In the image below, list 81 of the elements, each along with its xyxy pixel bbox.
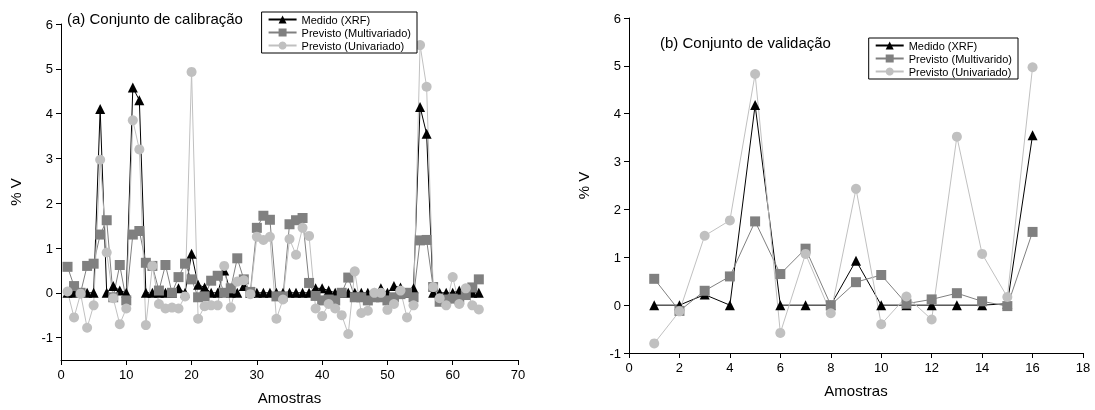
- legend-label: Medido (XRF): [908, 39, 978, 52]
- x-tick-label: 10: [119, 367, 134, 382]
- x-tick-label: 16: [1025, 360, 1040, 375]
- y-tick-label: 3: [613, 154, 621, 170]
- point: [851, 183, 861, 194]
- point: [800, 248, 811, 259]
- point: [724, 300, 735, 311]
- point: [951, 288, 962, 299]
- x-tick-label: 8: [827, 360, 835, 375]
- x-tick-label: 4: [726, 360, 734, 375]
- y-tick-label: -1: [609, 345, 621, 361]
- point: [750, 100, 761, 111]
- x-tick-label: 30: [249, 367, 265, 382]
- point: [951, 300, 962, 311]
- point: [649, 273, 660, 284]
- x-tick-label: 2: [675, 360, 684, 375]
- point: [977, 248, 988, 259]
- x-tick-label: 0: [57, 367, 65, 382]
- chart-title: (a) Conjunto de calibração: [67, 10, 243, 27]
- legend-label: Previsto (Univariado): [301, 39, 405, 52]
- y-axis-title: % V: [575, 171, 592, 200]
- y-tick-label: 6: [613, 10, 621, 26]
- point: [1002, 292, 1013, 302]
- point: [1027, 226, 1038, 237]
- x-tick-label: 14: [974, 360, 990, 375]
- y-axis-title: % V: [7, 178, 24, 206]
- point: [699, 285, 710, 296]
- point: [926, 294, 937, 305]
- point: [851, 255, 861, 266]
- y-tick-label: 0: [613, 297, 621, 313]
- x-axis-title: Amostras: [257, 389, 322, 406]
- x-tick-label: 40: [314, 367, 330, 382]
- text: (b) Conjunto de validação: [660, 34, 831, 51]
- point: [775, 269, 786, 280]
- legend-label: Medido (XRF): [301, 13, 371, 26]
- y-tick-label: 6: [45, 16, 53, 32]
- point: [825, 308, 836, 319]
- point: [977, 296, 988, 307]
- point: [699, 230, 710, 241]
- point: [775, 300, 786, 311]
- y-tick-label: 5: [45, 61, 53, 77]
- point: [951, 131, 962, 142]
- y-tick-label: 2: [613, 201, 621, 217]
- y-tick-label: 4: [45, 106, 53, 122]
- point: [876, 300, 887, 311]
- x-tick-label: 18: [1075, 360, 1091, 375]
- x-tick-label: 60: [445, 367, 460, 382]
- y-tick-label: 2: [45, 195, 53, 211]
- point: [750, 216, 761, 227]
- point: [800, 300, 811, 311]
- x-tick-label: 12: [924, 360, 939, 375]
- point: [1027, 62, 1038, 73]
- point: [724, 215, 735, 226]
- x-tick-label: 10: [873, 360, 889, 375]
- legend-label: Previsto (Multivarido): [908, 52, 1013, 65]
- x-tick-label: 0: [625, 360, 633, 375]
- point: [750, 69, 761, 79]
- y-tick-label: 5: [613, 58, 621, 74]
- point: [876, 269, 887, 280]
- x-tick-label: 70: [510, 367, 526, 382]
- point: [851, 277, 861, 288]
- point: [926, 314, 937, 325]
- legend-label: Previsto (Univariado): [908, 65, 1012, 78]
- point: [901, 291, 912, 302]
- legend-label: Previsto (Multivariado): [301, 26, 411, 39]
- point: [876, 319, 887, 330]
- x-tick-label: 6: [776, 360, 784, 375]
- x-axis-title: Amostras: [824, 382, 888, 399]
- y-tick-label: 1: [45, 240, 53, 256]
- y-tick-label: 0: [45, 285, 53, 301]
- x-tick-label: 20: [184, 367, 199, 382]
- point: [649, 300, 660, 311]
- point: [649, 338, 660, 349]
- point: [724, 271, 735, 282]
- y-tick-label: 4: [613, 106, 621, 122]
- y-tick-label: 1: [613, 249, 621, 265]
- y-tick-label: -1: [41, 330, 53, 346]
- x-tick-label: 50: [380, 367, 395, 382]
- point: [1027, 130, 1038, 141]
- y-tick-label: 3: [45, 150, 53, 166]
- point: [775, 327, 786, 338]
